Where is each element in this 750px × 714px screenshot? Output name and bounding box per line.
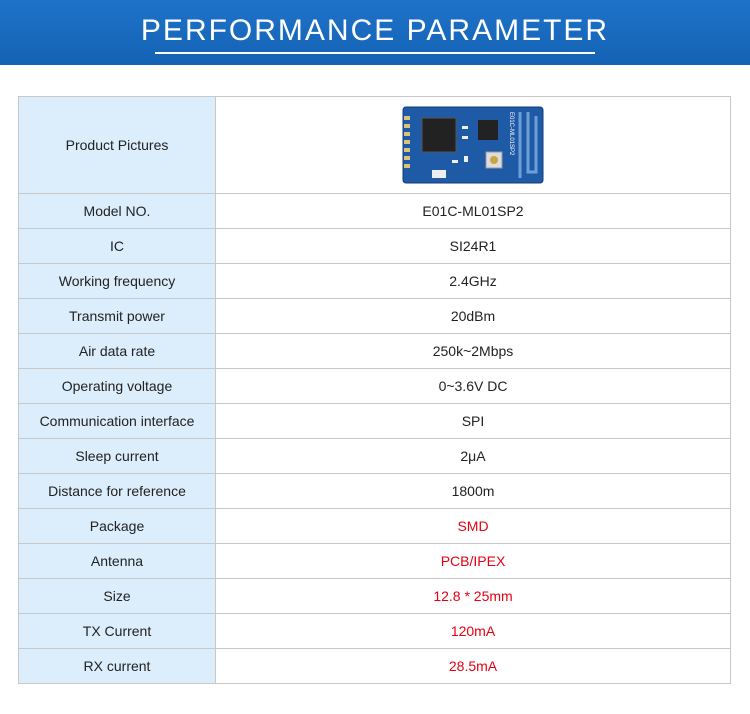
table-row: Size 12.8 * 25mm <box>18 578 731 614</box>
table-row: Communication interface SPI <box>18 403 731 439</box>
table-row: Antenna PCB/IPEX <box>18 543 731 579</box>
row-label: Communication interface <box>18 403 216 439</box>
row-label: Product Pictures <box>18 96 216 194</box>
row-label: Size <box>18 578 216 614</box>
row-value: 20dBm <box>215 298 731 334</box>
table-row: Operating voltage 0~3.6V DC <box>18 368 731 404</box>
table-row: Sleep current 2μA <box>18 438 731 474</box>
row-value: SMD <box>215 508 731 544</box>
row-value: PCB/IPEX <box>215 543 731 579</box>
product-picture: E01C-ML01SP2 <box>402 106 544 184</box>
row-value: 120mA <box>215 613 731 649</box>
parameter-table: Product Pictures E01C-ML01SP2 Model NO. E… <box>18 96 731 684</box>
row-value: 0~3.6V DC <box>215 368 731 404</box>
picture-row: Product Pictures E01C-ML01SP2 <box>18 96 731 194</box>
table-row: TX Current 120mA <box>18 613 731 649</box>
header: PERFORMANCE PARAMETER <box>0 0 750 65</box>
row-label: Antenna <box>18 543 216 579</box>
row-value: SPI <box>215 403 731 439</box>
table-row: Working frequency 2.4GHz <box>18 263 731 299</box>
table-row: Package SMD <box>18 508 731 544</box>
product-picture-cell: E01C-ML01SP2 <box>215 96 731 194</box>
table-row: Air data rate 250k~2Mbps <box>18 333 731 369</box>
row-label: Distance for reference <box>18 473 216 509</box>
image-label: E01C-ML01SP2 <box>508 112 514 156</box>
table-row: Transmit power 20dBm <box>18 298 731 334</box>
row-value: E01C-ML01SP2 <box>215 193 731 229</box>
row-label: Transmit power <box>18 298 216 334</box>
table-row: Model NO. E01C-ML01SP2 <box>18 193 731 229</box>
table-row: Distance for reference 1800m <box>18 473 731 509</box>
row-label: Sleep current <box>18 438 216 474</box>
row-value: 2.4GHz <box>215 263 731 299</box>
table-row: IC SI24R1 <box>18 228 731 264</box>
header-underline <box>155 52 595 54</box>
row-value: SI24R1 <box>215 228 731 264</box>
row-label: Working frequency <box>18 263 216 299</box>
row-label: RX current <box>18 648 216 684</box>
row-value: 28.5mA <box>215 648 731 684</box>
row-label: IC <box>18 228 216 264</box>
row-value: 2μA <box>215 438 731 474</box>
row-value: 1800m <box>215 473 731 509</box>
row-value: 12.8 * 25mm <box>215 578 731 614</box>
row-label: Operating voltage <box>18 368 216 404</box>
row-label: Model NO. <box>18 193 216 229</box>
row-label: TX Current <box>18 613 216 649</box>
row-label: Package <box>18 508 216 544</box>
table-row: RX current 28.5mA <box>18 648 731 684</box>
row-value: 250k~2Mbps <box>215 333 731 369</box>
row-label: Air data rate <box>18 333 216 369</box>
header-title: PERFORMANCE PARAMETER <box>140 14 610 47</box>
